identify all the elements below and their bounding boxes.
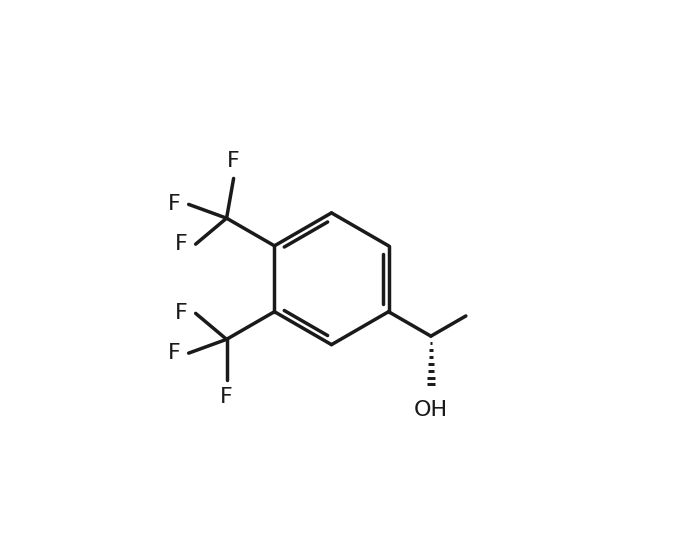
Text: F: F (168, 194, 181, 214)
Text: F: F (175, 234, 188, 254)
Text: F: F (227, 151, 240, 171)
Text: F: F (175, 304, 188, 323)
Text: F: F (168, 343, 181, 363)
Text: OH: OH (414, 400, 448, 420)
Text: F: F (220, 388, 233, 407)
